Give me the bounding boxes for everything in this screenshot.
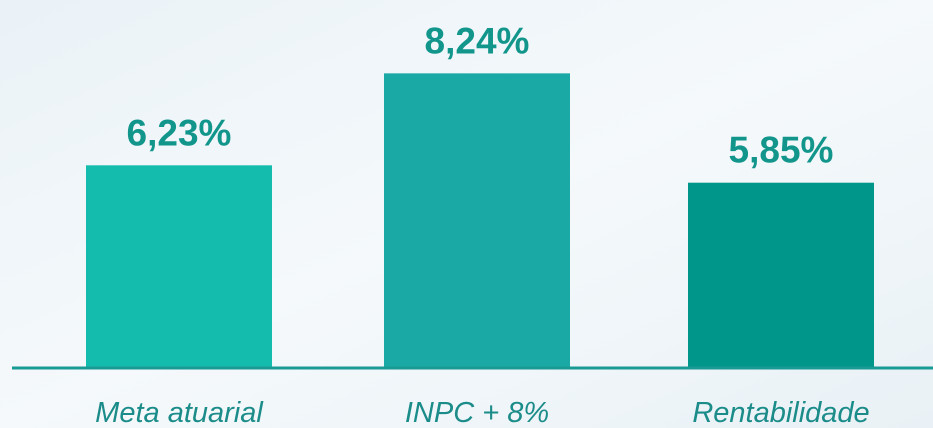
bar <box>86 165 272 368</box>
category-label: Rentabilidade <box>692 397 869 428</box>
category-label: INPC + 8% <box>405 397 549 428</box>
value-label: 5,85% <box>729 130 834 171</box>
bar <box>688 182 874 368</box>
category-label: Meta atuarial <box>95 397 264 428</box>
value-label: 8,24% <box>425 20 530 61</box>
bar <box>384 73 570 368</box>
value-label: 6,23% <box>127 112 232 153</box>
